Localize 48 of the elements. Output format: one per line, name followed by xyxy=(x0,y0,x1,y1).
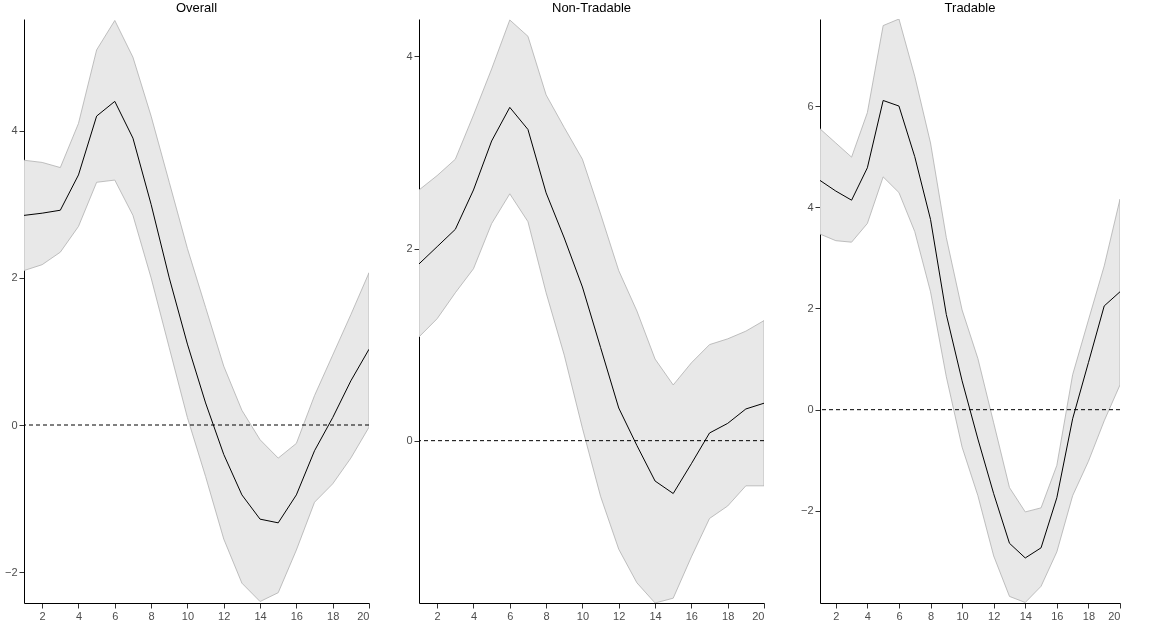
x-tick-label: 6 xyxy=(507,609,514,622)
y-tick-label: −2 xyxy=(4,565,18,578)
y-tick-label: 2 xyxy=(406,242,413,255)
y-tick-label: 2 xyxy=(807,301,814,314)
x-tick-label: 12 xyxy=(613,609,626,622)
y-tick-label: 4 xyxy=(11,124,18,137)
x-tick-label: 10 xyxy=(956,609,969,622)
line-series xyxy=(820,99,1120,559)
x-tick-label: 2 xyxy=(434,609,441,622)
y-tick-label: 0 xyxy=(406,434,413,447)
x-tick-label: 20 xyxy=(357,609,370,622)
x-tick-label: 16 xyxy=(290,609,303,622)
x-tick-label: 2 xyxy=(39,609,46,622)
x-tick-label: 14 xyxy=(1019,609,1032,622)
y-tick-label: 0 xyxy=(807,403,814,416)
x-tick-label: 20 xyxy=(1108,609,1121,622)
x-tick-label: 2 xyxy=(833,609,840,622)
line-series xyxy=(419,106,764,494)
x-tick-label: 12 xyxy=(218,609,231,622)
y-tick-label: −2 xyxy=(800,504,814,517)
y-tick-label: 2 xyxy=(11,271,18,284)
x-tick-label: 10 xyxy=(576,609,590,622)
x-tick-label: 4 xyxy=(864,609,871,622)
x-tick-label: 18 xyxy=(1082,609,1096,622)
y-tick-label: 6 xyxy=(807,99,814,112)
x-tick-label: 14 xyxy=(649,609,662,622)
x-tick-label: 10 xyxy=(181,609,195,622)
y-tick-label: 0 xyxy=(11,418,18,431)
x-tick-label: 4 xyxy=(75,609,83,622)
chart-title: Non-Tradable xyxy=(551,0,632,15)
x-tick-label: 8 xyxy=(543,609,550,622)
x-tick-label: 8 xyxy=(148,609,155,622)
x-tick-label: 16 xyxy=(685,609,698,622)
x-tick-label: 18 xyxy=(722,609,735,622)
line-series xyxy=(24,100,369,524)
chart-title: Tradable xyxy=(944,0,996,15)
x-tick-label: 12 xyxy=(988,609,1001,622)
y-tick-label: 4 xyxy=(406,49,413,62)
x-tick-label: 4 xyxy=(470,609,478,622)
x-tick-label: 8 xyxy=(927,609,935,622)
y-tick-label: 4 xyxy=(807,200,814,213)
chart-title: Overall xyxy=(175,0,218,15)
x-tick-label: 6 xyxy=(112,609,119,622)
x-tick-label: 16 xyxy=(1051,609,1064,622)
x-tick-label: 18 xyxy=(327,609,340,622)
x-tick-label: 14 xyxy=(254,609,267,622)
x-tick-label: 20 xyxy=(752,609,765,622)
x-tick-label: 6 xyxy=(896,609,903,622)
